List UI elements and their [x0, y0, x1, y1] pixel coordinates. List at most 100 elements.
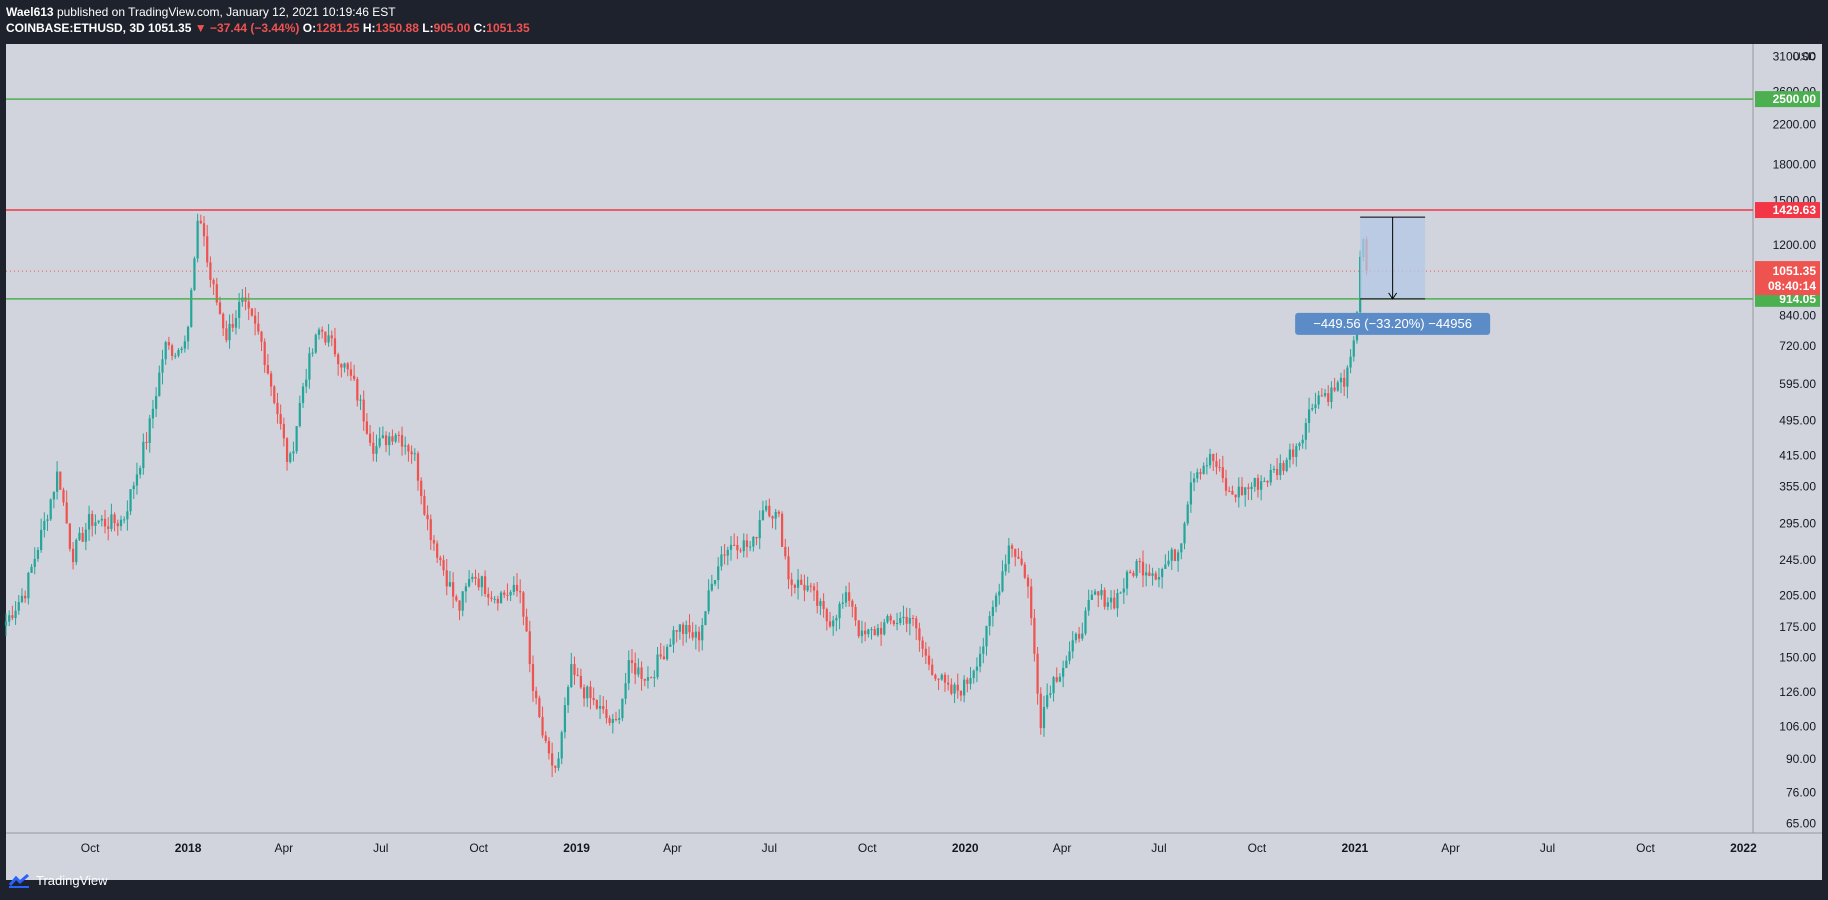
candle-body — [250, 308, 254, 316]
candle-body — [279, 414, 282, 425]
candle-body — [659, 654, 662, 657]
candle-body — [164, 342, 167, 360]
candle-body — [713, 580, 717, 584]
candle-body — [78, 532, 81, 540]
candle-body — [225, 328, 228, 341]
candle-body — [602, 705, 605, 710]
candle-body — [739, 550, 742, 552]
candle-body — [337, 354, 340, 365]
candle-body — [895, 622, 899, 625]
candle-body — [276, 402, 279, 415]
time-tick-label: Oct — [81, 841, 100, 855]
publish-info: Wael613 published on TradingView.com, Ja… — [6, 5, 396, 19]
candle-body — [257, 323, 260, 332]
candle-body — [547, 740, 551, 754]
candle-body — [586, 686, 589, 699]
candle-body — [870, 629, 873, 631]
footer-brand[interactable]: TradingView — [8, 873, 108, 888]
candle-body — [132, 485, 135, 490]
candle-body — [934, 674, 937, 679]
candle-body — [828, 621, 832, 627]
candle-body — [68, 523, 71, 549]
candle-body — [1336, 382, 1339, 391]
time-tick-label: Jul — [1540, 841, 1555, 855]
candle-body — [458, 600, 461, 611]
publish-text: published on TradingView.com, January 12… — [56, 5, 396, 19]
candle-body — [1065, 660, 1068, 668]
candle-body — [800, 579, 803, 585]
candle-body — [103, 518, 107, 527]
candle-body — [1253, 477, 1256, 487]
candle-body — [656, 654, 659, 678]
high-label: H: — [362, 21, 376, 35]
author-name[interactable]: Wael613 — [6, 5, 54, 19]
candle-body — [506, 594, 509, 596]
candle-body — [685, 624, 688, 634]
candle-body — [1269, 469, 1272, 483]
candle-body — [509, 591, 512, 596]
candle-body — [199, 220, 202, 224]
candle-body — [637, 667, 640, 675]
time-tick-label: Oct — [1636, 841, 1655, 855]
candle-body — [455, 596, 458, 601]
candle-body — [1180, 543, 1183, 553]
candle-body — [998, 591, 1001, 596]
candle-body — [982, 646, 985, 654]
candle-body — [94, 522, 97, 526]
candle-body — [522, 592, 525, 617]
candle-body — [697, 631, 701, 641]
candle-body — [745, 540, 749, 547]
candle-body — [717, 566, 720, 581]
candle-body — [375, 446, 378, 454]
candle-body — [940, 674, 943, 680]
candle-body — [787, 556, 790, 580]
candle-body — [292, 451, 295, 454]
candle-body — [499, 592, 503, 604]
open-value: 1281.25 — [316, 21, 360, 35]
candle-body — [796, 579, 800, 588]
candle-body — [1279, 463, 1282, 476]
candle-body — [1081, 633, 1084, 639]
candle-body — [975, 666, 979, 671]
candle-body — [688, 624, 691, 633]
candle-body — [857, 620, 860, 637]
candle-body — [1311, 408, 1314, 410]
candle-body — [493, 598, 496, 600]
candle-body — [84, 529, 87, 542]
candle-body — [573, 664, 576, 675]
candle-body — [1055, 677, 1058, 682]
candle-body — [413, 453, 416, 455]
candle-body — [758, 520, 761, 539]
candle-body — [879, 627, 883, 635]
price-tick-label: 150.00 — [1779, 651, 1816, 665]
symbol-label[interactable]: COINBASE:ETHUSD, 3D — [6, 21, 145, 35]
candle-body — [1199, 472, 1202, 474]
candle-body — [1343, 377, 1346, 387]
candle-body — [672, 630, 675, 645]
candle-body — [231, 323, 234, 328]
candle-body — [365, 421, 369, 434]
candle-body — [429, 519, 432, 541]
candle-body — [726, 549, 729, 556]
candle-body — [202, 223, 206, 237]
candle-body — [340, 364, 343, 368]
price-tick-label: 840.00 — [1779, 309, 1816, 323]
candle-body — [1167, 560, 1170, 565]
candle-body — [835, 618, 838, 621]
candle-body — [177, 350, 180, 356]
candle-body — [436, 543, 439, 558]
candle-body — [477, 578, 480, 588]
candle-body — [790, 579, 793, 585]
candle-body — [669, 644, 672, 647]
candle-body — [1116, 593, 1119, 609]
candle-body — [190, 289, 193, 327]
candle-body — [765, 505, 768, 511]
price-tick-label: 90.00 — [1786, 752, 1816, 766]
candle-body — [1154, 573, 1157, 580]
candle-body — [400, 435, 404, 447]
candle-body — [317, 329, 321, 335]
candle-body — [368, 433, 372, 443]
candle-body — [742, 540, 745, 552]
level-price-badge — [1755, 202, 1820, 219]
